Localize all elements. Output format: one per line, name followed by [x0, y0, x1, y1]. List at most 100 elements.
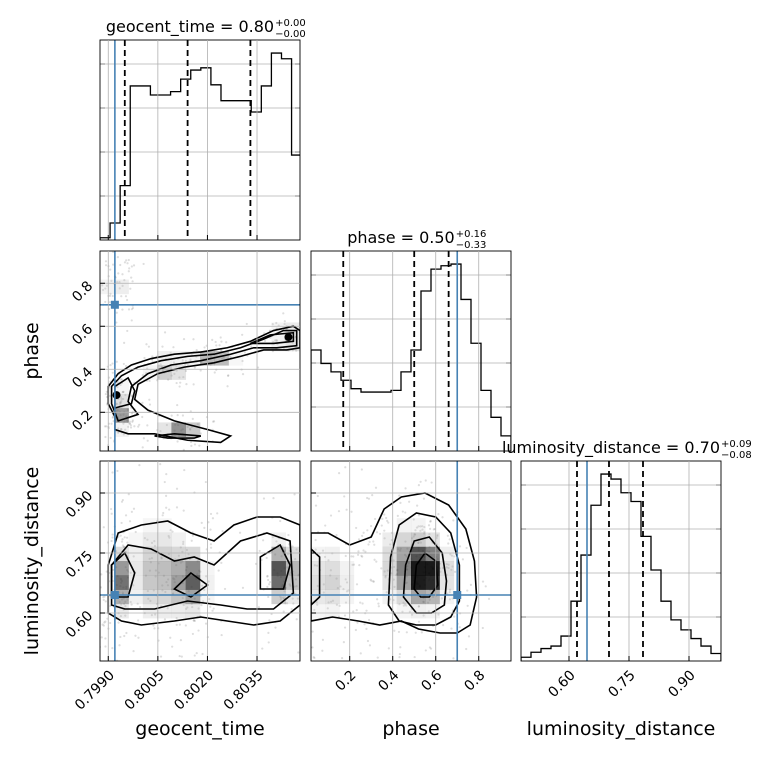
sample-point — [365, 627, 368, 630]
sample-point — [130, 265, 133, 268]
sample-point — [122, 422, 125, 425]
sample-point — [312, 342, 314, 344]
sample-point — [271, 323, 274, 326]
sample-point — [417, 541, 420, 544]
sample-point — [380, 567, 383, 570]
sample-point — [193, 619, 197, 623]
sample-point — [439, 366, 441, 368]
density-cell — [171, 546, 187, 562]
sample-point — [454, 570, 457, 573]
sample-point — [100, 586, 102, 589]
sample-point — [193, 443, 197, 446]
sample-point — [168, 536, 171, 539]
title-plus: +0.00 — [275, 18, 306, 29]
sample-point — [358, 563, 361, 567]
density-cell — [114, 379, 129, 395]
sample-point — [367, 543, 370, 546]
sample-point — [203, 588, 206, 591]
sample-point — [86, 304, 88, 306]
sample-point — [123, 545, 126, 549]
sample-point — [120, 295, 123, 298]
sample-point — [376, 656, 379, 659]
hist-panel-luminosity_distance: luminosity_distance = 0.70 +0.09−0.08 — [502, 438, 752, 662]
sample-point — [131, 306, 135, 310]
sample-point — [263, 339, 267, 343]
density-cells — [100, 279, 300, 438]
sample-point — [115, 311, 118, 314]
contour-level — [387, 512, 461, 626]
sample-point — [116, 256, 119, 259]
density-cell — [339, 561, 355, 576]
density-cells — [311, 518, 455, 619]
sample-point — [428, 533, 431, 536]
sample-point — [266, 585, 269, 588]
density-cell — [171, 575, 187, 590]
sample-point — [377, 602, 380, 605]
sample-point — [127, 258, 130, 262]
sample-point — [417, 620, 421, 623]
sample-point — [283, 322, 286, 326]
sample-point — [179, 638, 183, 642]
sample-point — [429, 527, 432, 530]
sample-point — [109, 621, 112, 625]
sample-point — [266, 574, 269, 578]
sample-point — [261, 647, 264, 650]
sample-point — [288, 606, 290, 608]
sample-point — [300, 520, 302, 522]
sample-point — [288, 583, 291, 586]
sample-point — [398, 603, 401, 606]
sample-point — [280, 596, 283, 599]
density-cell — [311, 603, 326, 619]
sample-point — [122, 397, 125, 401]
sample-point — [437, 513, 440, 516]
sample-point — [222, 356, 225, 359]
sample-point — [308, 336, 310, 338]
sample-point — [323, 555, 327, 559]
sample-point — [327, 601, 330, 604]
sample-point — [128, 520, 132, 523]
sample-point — [120, 540, 124, 543]
sample-point — [100, 573, 103, 576]
contour-level — [250, 331, 295, 345]
sample-point — [256, 366, 260, 369]
sample-point — [375, 531, 379, 534]
density-cell — [311, 589, 326, 605]
sample-point — [367, 618, 371, 622]
sample-point — [110, 539, 113, 543]
contour-level — [259, 543, 291, 590]
sample-point — [484, 585, 487, 588]
sample-point — [118, 287, 121, 290]
sample-point — [451, 565, 454, 568]
sample-point — [181, 550, 184, 553]
sample-point — [357, 550, 360, 553]
sample-point — [203, 346, 206, 349]
sample-point — [448, 598, 452, 601]
sample-point — [112, 251, 115, 254]
sample-point — [345, 719, 347, 721]
density-cell — [411, 575, 426, 590]
sample-point — [182, 375, 185, 379]
sample-point — [209, 543, 213, 546]
sample-point — [422, 497, 426, 500]
sample-point — [361, 534, 364, 538]
sample-point — [126, 541, 129, 544]
sample-point — [449, 553, 452, 556]
density-cell — [425, 589, 440, 605]
sample-point — [175, 623, 178, 626]
y-tick-label: 0.2 — [69, 407, 96, 434]
sample-point — [214, 340, 217, 344]
sample-point — [176, 403, 179, 407]
sample-point — [167, 378, 170, 381]
density-cell — [325, 589, 340, 605]
sample-point — [129, 424, 132, 427]
sample-point — [159, 655, 163, 658]
sample-point — [282, 610, 285, 613]
sample-point — [387, 647, 390, 650]
sample-point — [368, 644, 372, 647]
sample-point — [413, 533, 417, 536]
contour-level — [154, 432, 202, 439]
sample-point — [429, 519, 432, 523]
sample-point — [275, 339, 278, 342]
sample-point — [145, 343, 148, 346]
sample-point — [441, 624, 445, 627]
